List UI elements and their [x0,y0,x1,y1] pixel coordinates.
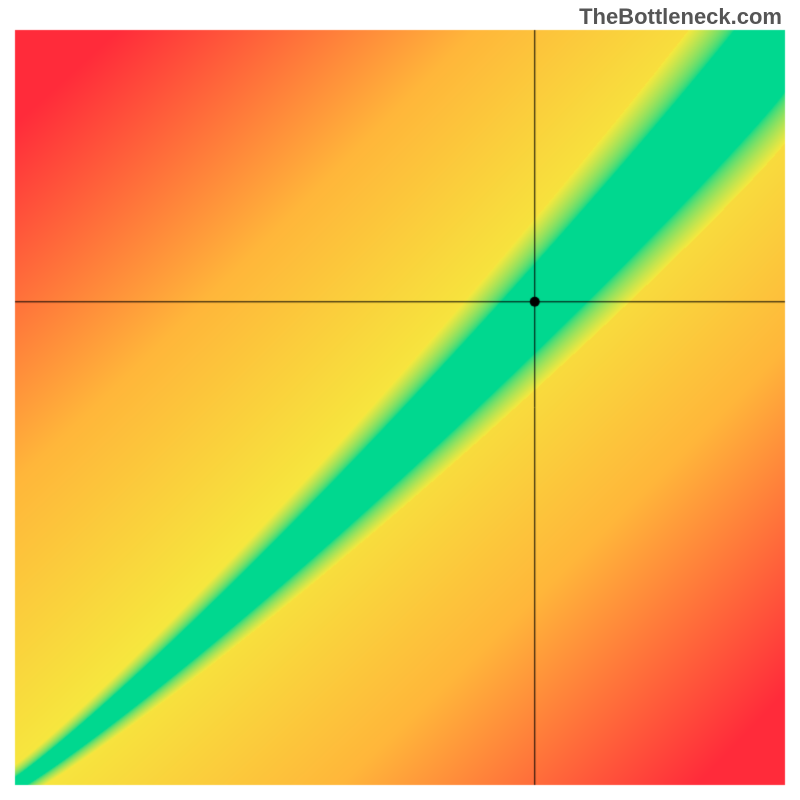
bottleneck-heatmap [0,0,800,800]
chart-container: TheBottleneck.com [0,0,800,800]
watermark-text: TheBottleneck.com [579,4,782,30]
